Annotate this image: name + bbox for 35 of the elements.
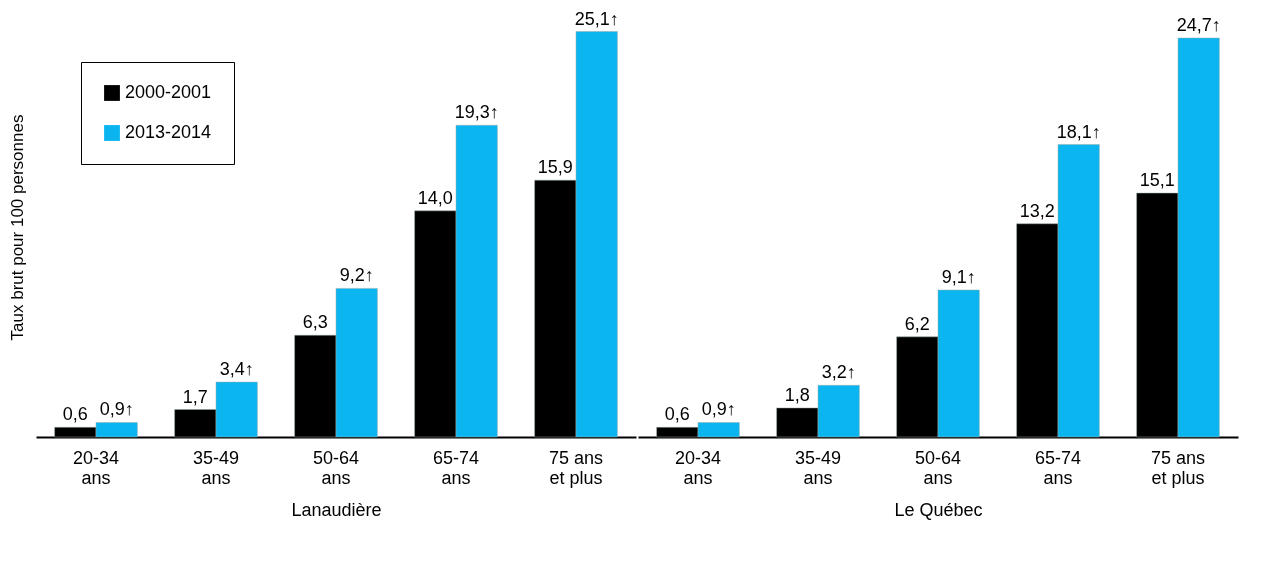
data-label: 6,3	[302, 312, 328, 333]
data-label: 18,1↑	[1056, 121, 1101, 142]
data-label: 1,7	[182, 386, 208, 407]
x-tick-label: 35-49 ans	[192, 447, 240, 488]
x-axis-title: Le Québec	[894, 499, 983, 520]
data-label: 3,2↑	[821, 362, 856, 383]
x-tick-label: 50-64 ans	[312, 447, 360, 488]
x-tick-label: 65-74 ans	[1034, 447, 1082, 488]
x-tick-label: 35-49 ans	[794, 447, 842, 488]
data-label: 15,1	[1139, 170, 1175, 191]
data-label: 19,3↑	[454, 102, 499, 123]
data-label: 0,6	[62, 404, 88, 425]
data-label: 13,2	[1019, 200, 1055, 221]
data-label: 9,1↑	[941, 267, 976, 287]
data-label: 24,7↑	[1176, 15, 1221, 35]
y-axis-title: Taux brut pour 100 personnes	[7, 114, 27, 341]
data-label: 3,4↑	[219, 359, 254, 380]
data-label: 25,1↑	[574, 8, 619, 29]
data-label: 1,8	[784, 384, 810, 405]
data-label: 0,6	[664, 404, 690, 425]
x-tick-label: 20-34 ans	[674, 447, 722, 488]
data-label: 14,0	[417, 187, 453, 208]
data-label: 0,9↑	[99, 399, 134, 420]
data-label: 9,2↑	[339, 265, 374, 286]
x-tick-label: 75 ans et plus	[1150, 447, 1206, 488]
data-label: 0,9↑	[701, 399, 736, 420]
data-label: 15,9	[537, 157, 573, 178]
data-label: 6,2	[904, 313, 930, 334]
x-tick-label: 75 ans et plus	[548, 447, 604, 488]
x-axis-title: Lanaudière	[291, 499, 382, 520]
legend-label: 2013-2014	[125, 122, 212, 142]
legend-label: 2000-2001	[125, 82, 212, 102]
x-tick-label: 65-74 ans	[432, 447, 480, 488]
x-tick-label: 20-34 ans	[72, 447, 120, 488]
x-tick-label: 50-64 ans	[914, 447, 962, 488]
